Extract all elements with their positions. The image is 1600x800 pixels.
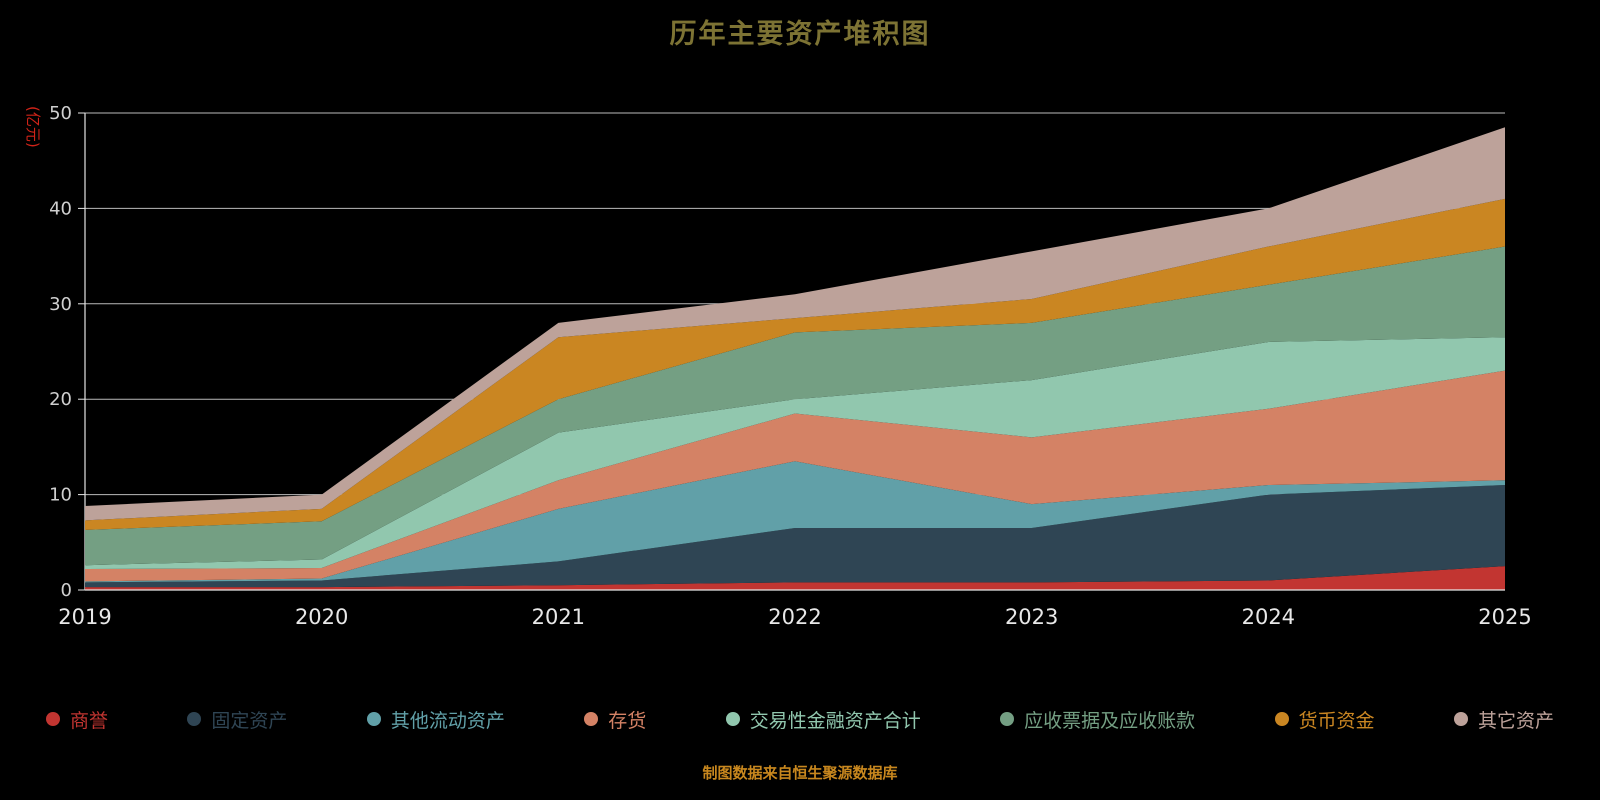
x-tick-label: 2020 (295, 605, 348, 629)
legend-label: 其它资产 (1477, 709, 1554, 732)
legend-label: 交易性金融资产合计 (749, 709, 921, 732)
y-tick-label: 10 (49, 485, 72, 506)
legend-item-5[interactable]: 应收票据及应收账款 (1000, 706, 1195, 733)
legend-marker (1000, 712, 1015, 726)
legend-item-6[interactable]: 货币资金 (1274, 706, 1375, 733)
x-tick-label: 2024 (1242, 605, 1295, 629)
legend-marker (187, 712, 202, 726)
x-tick-label: 2023 (1005, 605, 1058, 629)
chart-legend: 商誉 固定资产 其他流动资产 存货 交易性金融资产合计 应收票据及应收账款 货币资金 其它资产 (0, 700, 1600, 738)
legend-marker (1453, 712, 1468, 726)
y-tick-label: 0 (61, 580, 72, 601)
area-series-1[interactable] (85, 485, 1505, 588)
y-tick-label: 30 (49, 294, 72, 315)
legend-item-1[interactable]: 固定资产 (187, 706, 287, 733)
x-tick-label: 2025 (1478, 605, 1531, 629)
area-series-5[interactable] (85, 246, 1505, 566)
x-tick-label: 2022 (768, 605, 821, 629)
data-source-note: 制图数据来自恒生聚源数据库 (702, 764, 898, 782)
legend-label: 商誉 (70, 709, 109, 732)
legend-marker (1274, 712, 1289, 726)
legend-label: 货币资金 (1298, 709, 1375, 732)
legend-label: 存货 (608, 709, 647, 732)
y-tick-label: 50 (49, 103, 72, 124)
area-series-4[interactable] (85, 337, 1505, 570)
x-tick-label: 2019 (58, 605, 111, 629)
area-series-0[interactable] (85, 566, 1505, 590)
legend-marker (584, 712, 599, 726)
area-series-3[interactable] (85, 370, 1505, 582)
legend-label: 其他流动资产 (390, 709, 505, 732)
legend-marker (725, 712, 740, 726)
area-series-7[interactable] (85, 127, 1505, 521)
legend-marker (366, 712, 381, 726)
y-tick-label: 40 (49, 198, 72, 219)
legend-item-7[interactable]: 其它资产 (1453, 706, 1554, 733)
area-series-2[interactable] (85, 461, 1505, 583)
chart-title: 历年主要资产堆积图 (669, 19, 931, 50)
legend-item-0[interactable]: 商誉 (46, 706, 108, 733)
y-tick-label: 20 (49, 389, 72, 410)
legend-label: 应收票据及应收账款 (1024, 709, 1196, 732)
legend-item-2[interactable]: 其他流动资产 (366, 706, 505, 733)
legend-item-3[interactable]: 存货 (584, 706, 646, 733)
legend-label: 固定资产 (211, 709, 288, 732)
area-series-6[interactable] (85, 198, 1505, 530)
legend-marker (46, 712, 60, 726)
x-tick-label: 2021 (532, 605, 585, 629)
legend-item-4[interactable]: 交易性金融资产合计 (725, 706, 921, 733)
